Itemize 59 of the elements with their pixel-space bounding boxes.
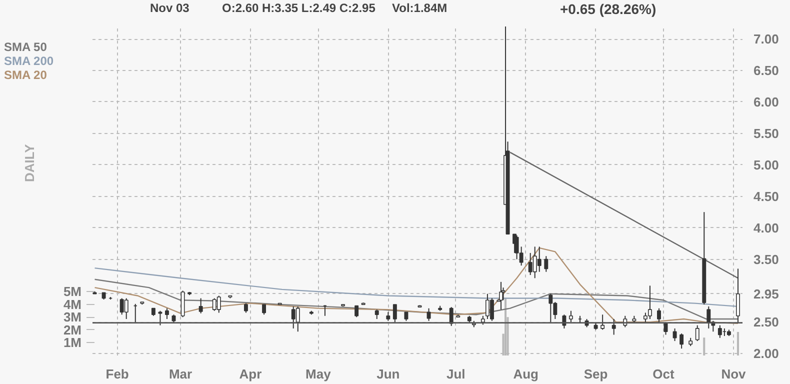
candlestick (706, 306, 711, 329)
candlestick (537, 246, 542, 272)
candlestick (244, 302, 248, 314)
x-tick-label: Mar (168, 366, 192, 382)
candlestick (612, 318, 616, 336)
y-tick-label: 2.95 (754, 286, 779, 302)
x-tick-label: Jun (376, 366, 400, 382)
text: SMA 20 (4, 68, 47, 82)
y-tick-label: 6.50 (754, 63, 779, 78)
candlestick (600, 314, 605, 330)
y2-tick-label: 5M (63, 284, 82, 299)
text: Vol:1.84M (392, 1, 448, 15)
x-tick-label: Feb (106, 366, 129, 382)
candlestick (544, 256, 548, 272)
candlestick (392, 304, 397, 323)
text: +0.65 (28.26%) (560, 1, 656, 17)
candlestick (648, 285, 652, 320)
y-tick-label: 2.50 (754, 314, 779, 330)
y2-tick-label: 1M (63, 335, 82, 350)
candlestick (657, 308, 661, 323)
candlestick (680, 332, 684, 350)
y2-tick-label: 2M (63, 322, 82, 338)
y-tick-label: 3.50 (754, 252, 779, 267)
candlestick (672, 328, 677, 342)
x-tick-label: May (306, 366, 332, 382)
text: Nov 03 (150, 1, 190, 15)
x-tick-label: Jul (446, 366, 466, 382)
candlestick (180, 290, 185, 318)
y-tick-label: 6.00 (754, 94, 779, 110)
text: SMA 50 (4, 40, 47, 54)
x-tick-label: Oct (652, 366, 676, 382)
candlestick (695, 324, 700, 342)
text: O:2.60 H:3.35 L:2.49 C:2.95 (222, 1, 376, 15)
x-tick-label: Sep (584, 366, 608, 382)
text: DAILY (22, 144, 37, 182)
y-tick-label: 4.00 (754, 220, 779, 236)
candlestick (718, 324, 722, 338)
x-tick-label: Nov (721, 366, 747, 382)
candlestick (736, 268, 740, 324)
y-tick-label: 2.00 (754, 346, 779, 362)
y-tick-label: 5.00 (754, 157, 779, 172)
candlestick (198, 298, 203, 314)
candlestick (374, 309, 379, 320)
y2-tick-label: 3M (63, 310, 82, 325)
candlestick (548, 293, 553, 323)
candlestick (426, 308, 431, 322)
candlestick (354, 305, 359, 318)
candlestick (262, 304, 266, 316)
y-tick-label: 4.50 (754, 188, 779, 204)
candlestick (296, 306, 300, 332)
candlestick (216, 295, 221, 314)
y-tick-label: 5.50 (754, 126, 779, 141)
y-tick-label: 7.00 (754, 32, 779, 47)
y2-tick-label: 4M (63, 296, 82, 312)
x-tick-label: Aug (513, 366, 539, 382)
candlestick (568, 310, 573, 323)
x-tick-label: Apr (239, 366, 262, 382)
text: SMA 200 (4, 54, 54, 68)
candlestick (449, 306, 454, 326)
